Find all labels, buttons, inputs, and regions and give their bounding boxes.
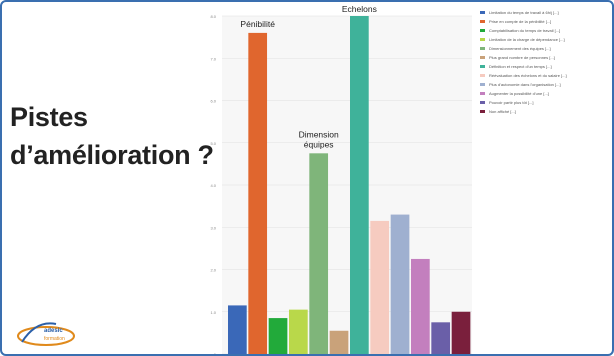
bar xyxy=(431,322,451,354)
legend-label: Définition et respect d'un temps [...] xyxy=(489,64,552,69)
legend-item: Pouvoir partir plus tôt [...] xyxy=(480,100,612,105)
y-tick-label: 3.0 xyxy=(210,225,216,230)
legend-item: Prise en compte de la pénibilité [...] xyxy=(480,19,612,24)
bar xyxy=(268,318,288,354)
legend-swatch xyxy=(480,65,485,68)
bar xyxy=(451,311,471,354)
y-tick-label: 2.0 xyxy=(210,268,216,273)
bar-annotation: Dimension équipes xyxy=(299,129,339,149)
legend-item: Plus d'autonomie dans l'organisation [..… xyxy=(480,82,612,87)
legend-label: Prise en compte de la pénibilité [...] xyxy=(489,19,552,24)
adesic-logo: adesic formation xyxy=(17,322,75,346)
bar xyxy=(309,153,329,354)
legend-item: Limitation de la charge de dépendance [.… xyxy=(480,37,612,42)
bar-annotation: Echelons xyxy=(342,4,377,14)
bar xyxy=(370,220,390,354)
slide-title: Pistes d’amélioration ? xyxy=(10,98,214,174)
legend-label: Limitation de la charge de dépendance [.… xyxy=(489,37,565,42)
legend-item: Non affiché [...] xyxy=(480,109,612,114)
y-tick-label: 6.0 xyxy=(210,99,216,104)
legend-item: Comptabilisation du temps de travail [..… xyxy=(480,28,612,33)
bar xyxy=(289,309,308,354)
legend-swatch xyxy=(480,101,485,104)
legend-label: Comptabilisation du temps de travail [..… xyxy=(489,28,561,33)
chart-legend: Limitation du temps de travail à 6h/j [.… xyxy=(480,10,612,118)
legend-swatch xyxy=(480,83,485,86)
legend-item: Limitation du temps de travail à 6h/j [.… xyxy=(480,10,612,15)
slide-title-line2: d’amélioration ? xyxy=(10,140,214,170)
slide-title-line1: Pistes xyxy=(10,102,88,132)
legend-item: Augmenter la possibilité d'une [...] xyxy=(480,91,612,96)
y-tick-label: 7.0 xyxy=(210,56,216,61)
legend-label: Plus d'autonomie dans l'organisation [..… xyxy=(489,82,561,87)
legend-swatch xyxy=(480,56,485,59)
bar xyxy=(248,32,268,354)
y-tick-label: 4.0 xyxy=(210,183,216,188)
legend-item: Réévaluation des échelons et du salaire … xyxy=(480,73,612,78)
bar-annotation: Pénibilité xyxy=(240,19,275,29)
legend-label: Plus grand nombre de personnes [...] xyxy=(489,55,555,60)
y-tick-label: 0 xyxy=(214,352,217,356)
legend-swatch xyxy=(480,92,485,95)
legend-swatch xyxy=(480,38,485,41)
legend-label: Réévaluation des échelons et du salaire … xyxy=(489,73,567,78)
y-tick-label: 8.0 xyxy=(210,14,216,19)
legend-label: Limitation du temps de travail à 6h/j [.… xyxy=(489,10,559,15)
y-tick-label: 1.0 xyxy=(210,310,216,315)
legend-item: Plus grand nombre de personnes [...] xyxy=(480,55,612,60)
y-tick-label: 5.0 xyxy=(210,141,216,146)
bar xyxy=(350,16,369,354)
legend-label: Pouvoir partir plus tôt [...] xyxy=(489,100,534,105)
legend-swatch xyxy=(480,74,485,77)
legend-swatch xyxy=(480,29,485,32)
logo-text-top: adesic xyxy=(44,328,63,334)
legend-label: Augmenter la possibilité d'une [...] xyxy=(489,91,549,96)
legend-item: Définition et respect d'un temps [...] xyxy=(480,64,612,69)
bar xyxy=(228,305,247,354)
bar xyxy=(329,330,349,354)
bar xyxy=(390,214,410,354)
legend-swatch xyxy=(480,20,485,23)
legend-swatch xyxy=(480,11,485,14)
legend-swatch xyxy=(480,47,485,50)
bar xyxy=(411,258,430,354)
legend-label: Non affiché [...] xyxy=(489,109,516,114)
legend-item: Dimensionnement des équipes [...] xyxy=(480,46,612,51)
legend-label: Dimensionnement des équipes [...] xyxy=(489,46,551,51)
legend-swatch xyxy=(480,110,485,113)
logo-text-bottom: formation xyxy=(44,336,65,342)
